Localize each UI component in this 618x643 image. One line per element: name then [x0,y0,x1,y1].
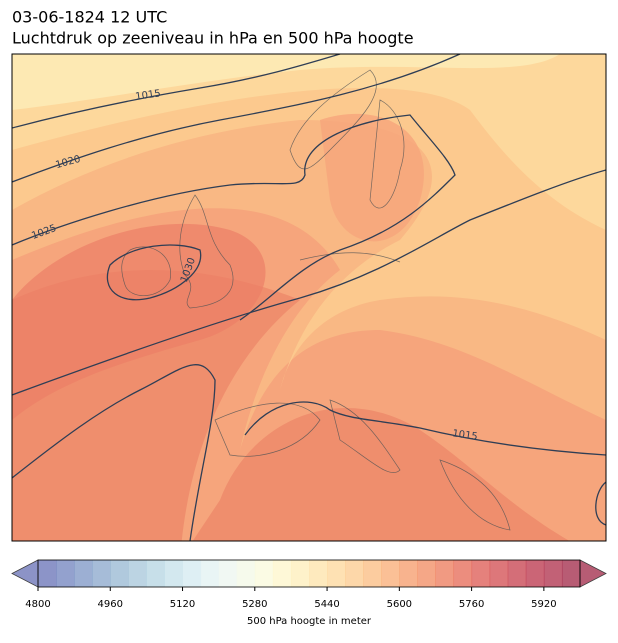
colorbar-swatch [363,560,382,587]
colorbar-swatch [525,560,545,587]
colorbar-swatch [182,560,202,587]
colorbar-swatch [164,560,184,587]
colorbar-tick-label: 5120 [170,599,195,610]
colorbar-swatch [561,560,581,587]
colorbar-swatch [327,560,346,587]
colorbar-label: 500 hPa hoogte in meter [247,616,372,627]
isobar [12,364,216,541]
colorbar-swatch [110,560,129,587]
field [12,54,560,110]
date-title: 03-06-1824 12 UTC [12,8,167,27]
field [12,54,606,390]
colorbar-tick-label: 5760 [459,599,484,610]
colorbar-swatch [435,560,455,587]
colorbar-swatch [200,560,220,587]
isobar [12,54,461,183]
colorbar-swatch [74,560,93,587]
colorbar-swatch [146,560,165,587]
isobar-label: 1015 [135,88,162,102]
colorbar-swatch [453,560,473,587]
colorbar-swatch [290,560,310,587]
colorbar: 4800 4960 5120 5280 5440 5600 5760 5920 [11,559,607,610]
colorbar-swatch [218,560,238,587]
isobar [244,401,606,456]
colorbar-swatch [254,560,274,587]
colorbar-swatch [489,560,509,587]
colorbar-tick-label: 4960 [98,599,123,610]
colorbar-tick-label: 5440 [314,599,339,610]
colorbar-tick-label: 4800 [25,599,50,610]
map-frame [11,53,607,542]
colorbar-tick-label: 5920 [531,599,556,610]
colorbar-swatch [507,560,527,587]
colorbar-frame [37,559,581,588]
colorbar-swatch [381,560,400,587]
colorbar-swatch [92,560,111,587]
colorbar-swatch [471,560,491,587]
colorbar-swatch [345,560,364,587]
map-area: 1015 1020 1025 1030 1015 [12,54,606,541]
colorbar-tick-label: 5600 [387,599,412,610]
isobar [12,54,341,129]
colorbar-tick-label: 5280 [242,599,267,610]
colorbar-swatch [56,560,75,587]
colorbar-swatch [272,560,292,587]
field [12,223,266,420]
colorbar-swatch [543,560,563,587]
colorbar-swatch [417,560,436,587]
isobar-label: 1015 [452,428,479,442]
field [12,54,606,230]
coastline [121,69,511,531]
colorbar-swatch [236,560,256,587]
colorbar-extend-low [11,559,39,588]
map-title: Luchtdruk op zeeniveau in hPa en 500 hPa… [12,29,414,48]
colorbar-swatch [309,560,328,587]
colorbar-swatch [399,560,418,587]
colorbar-swatch [38,560,57,587]
colorbar-extend-high [579,559,607,588]
isobar [106,244,202,301]
isobar [595,481,606,526]
colorbar-swatch [128,560,147,587]
isobar [12,169,606,396]
isobar [12,114,456,321]
